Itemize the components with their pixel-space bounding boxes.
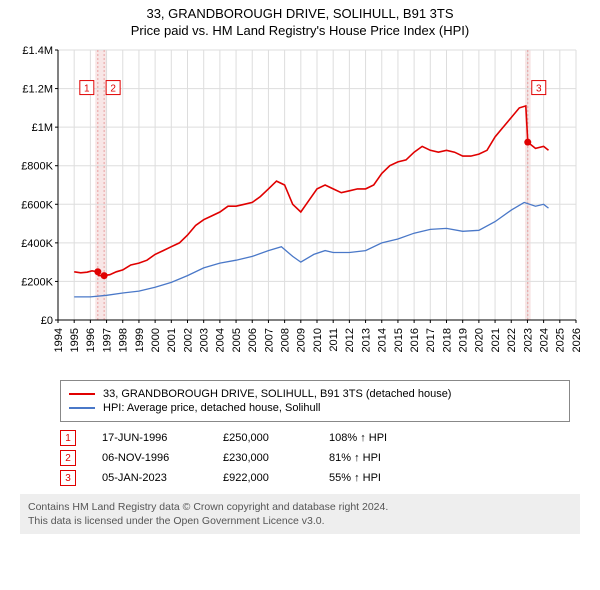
chart: £0 £200K £400K £600K £800K £1M £1.2M £1.4M 1994 1… [10,44,590,374]
sale-date: 17-JUN-1996 [102,432,197,444]
svg-text:2026: 2026 [571,328,583,352]
sale-marker: 2 [60,450,76,466]
sale-marker: 3 [60,470,76,486]
svg-text:2006: 2006 [247,328,259,352]
svg-text:2012: 2012 [344,328,356,352]
svg-text:2005: 2005 [231,328,243,352]
sale-date: 06-NOV-1996 [102,452,197,464]
svg-text:2011: 2011 [328,328,340,352]
legend-label-blue: HPI: Average price, detached house, Soli… [103,402,321,414]
svg-text:1996: 1996 [85,328,97,352]
svg-text:2015: 2015 [393,328,405,352]
sale-price: £250,000 [223,432,303,444]
svg-text:£1.2M: £1.2M [22,84,53,96]
sale-price: £230,000 [223,452,303,464]
svg-text:2018: 2018 [441,328,453,352]
title-sub: Price paid vs. HM Land Registry's House … [10,23,590,38]
svg-text:£200K: £200K [21,276,53,288]
svg-text:2003: 2003 [199,328,211,352]
legend-label-red: 33, GRANDBOROUGH DRIVE, SOLIHULL, B91 3T… [103,388,451,400]
svg-text:2007: 2007 [263,328,275,352]
legend-swatch-blue [69,407,95,409]
svg-text:£0: £0 [41,315,53,327]
footer-line1: Contains HM Land Registry data © Crown c… [28,500,572,514]
svg-text:2002: 2002 [182,328,194,352]
svg-text:2020: 2020 [474,328,486,352]
sale-row: 1 17-JUN-1996 £250,000 108% ↑ HPI [60,430,570,446]
svg-text:£600K: £600K [21,199,53,211]
svg-text:£400K: £400K [21,238,53,250]
sale-row: 3 05-JAN-2023 £922,000 55% ↑ HPI [60,470,570,486]
svg-text:2024: 2024 [538,328,550,352]
svg-text:2023: 2023 [522,328,534,352]
svg-text:1: 1 [84,84,90,95]
chart-container: 33, GRANDBOROUGH DRIVE, SOLIHULL, B91 3T… [0,0,600,534]
svg-text:2000: 2000 [150,328,162,352]
svg-text:2009: 2009 [296,328,308,352]
svg-text:2017: 2017 [425,328,437,352]
sales-table: 1 17-JUN-1996 £250,000 108% ↑ HPI 2 06-NOV-19… [60,430,570,486]
svg-text:2001: 2001 [166,328,178,352]
svg-text:2008: 2008 [279,328,291,352]
svg-text:£1.4M: £1.4M [22,45,53,57]
chart-svg: £0 £200K £400K £600K £800K £1M £1.2M £1.4M 1994 1… [10,44,590,374]
footer-line2: This data is licensed under the Open Gov… [28,514,572,528]
svg-text:1995: 1995 [69,328,81,352]
svg-text:2010: 2010 [312,328,324,352]
svg-text:1999: 1999 [134,328,146,352]
svg-text:2016: 2016 [409,328,421,352]
titles: 33, GRANDBOROUGH DRIVE, SOLIHULL, B91 3T… [0,0,600,40]
sale-marker: 1 [60,430,76,446]
legend: 33, GRANDBOROUGH DRIVE, SOLIHULL, B91 3T… [60,380,570,422]
title-main: 33, GRANDBOROUGH DRIVE, SOLIHULL, B91 3T… [10,6,590,21]
legend-row-blue: HPI: Average price, detached house, Soli… [69,402,561,414]
sale-date: 05-JAN-2023 [102,472,197,484]
svg-text:2004: 2004 [215,328,227,352]
sale-price: £922,000 [223,472,303,484]
footer: Contains HM Land Registry data © Crown c… [20,494,580,534]
svg-text:2014: 2014 [377,328,389,352]
sale-row: 2 06-NOV-1996 £230,000 81% ↑ HPI [60,450,570,466]
svg-text:£800K: £800K [21,161,53,173]
svg-text:2021: 2021 [490,328,502,352]
svg-text:3: 3 [536,84,542,95]
svg-text:2019: 2019 [458,328,470,352]
sale-pct: 108% ↑ HPI [329,432,399,444]
svg-text:2: 2 [110,84,116,95]
legend-swatch-red [69,393,95,395]
svg-text:2013: 2013 [360,328,372,352]
svg-text:1997: 1997 [101,328,113,352]
legend-row-red: 33, GRANDBOROUGH DRIVE, SOLIHULL, B91 3T… [69,388,561,400]
sale-pct: 81% ↑ HPI [329,452,399,464]
svg-text:2025: 2025 [555,328,567,352]
svg-text:1998: 1998 [118,328,130,352]
sale-pct: 55% ↑ HPI [329,472,399,484]
svg-text:2022: 2022 [506,328,518,352]
svg-text:£1M: £1M [32,122,53,134]
svg-text:1994: 1994 [53,328,65,352]
